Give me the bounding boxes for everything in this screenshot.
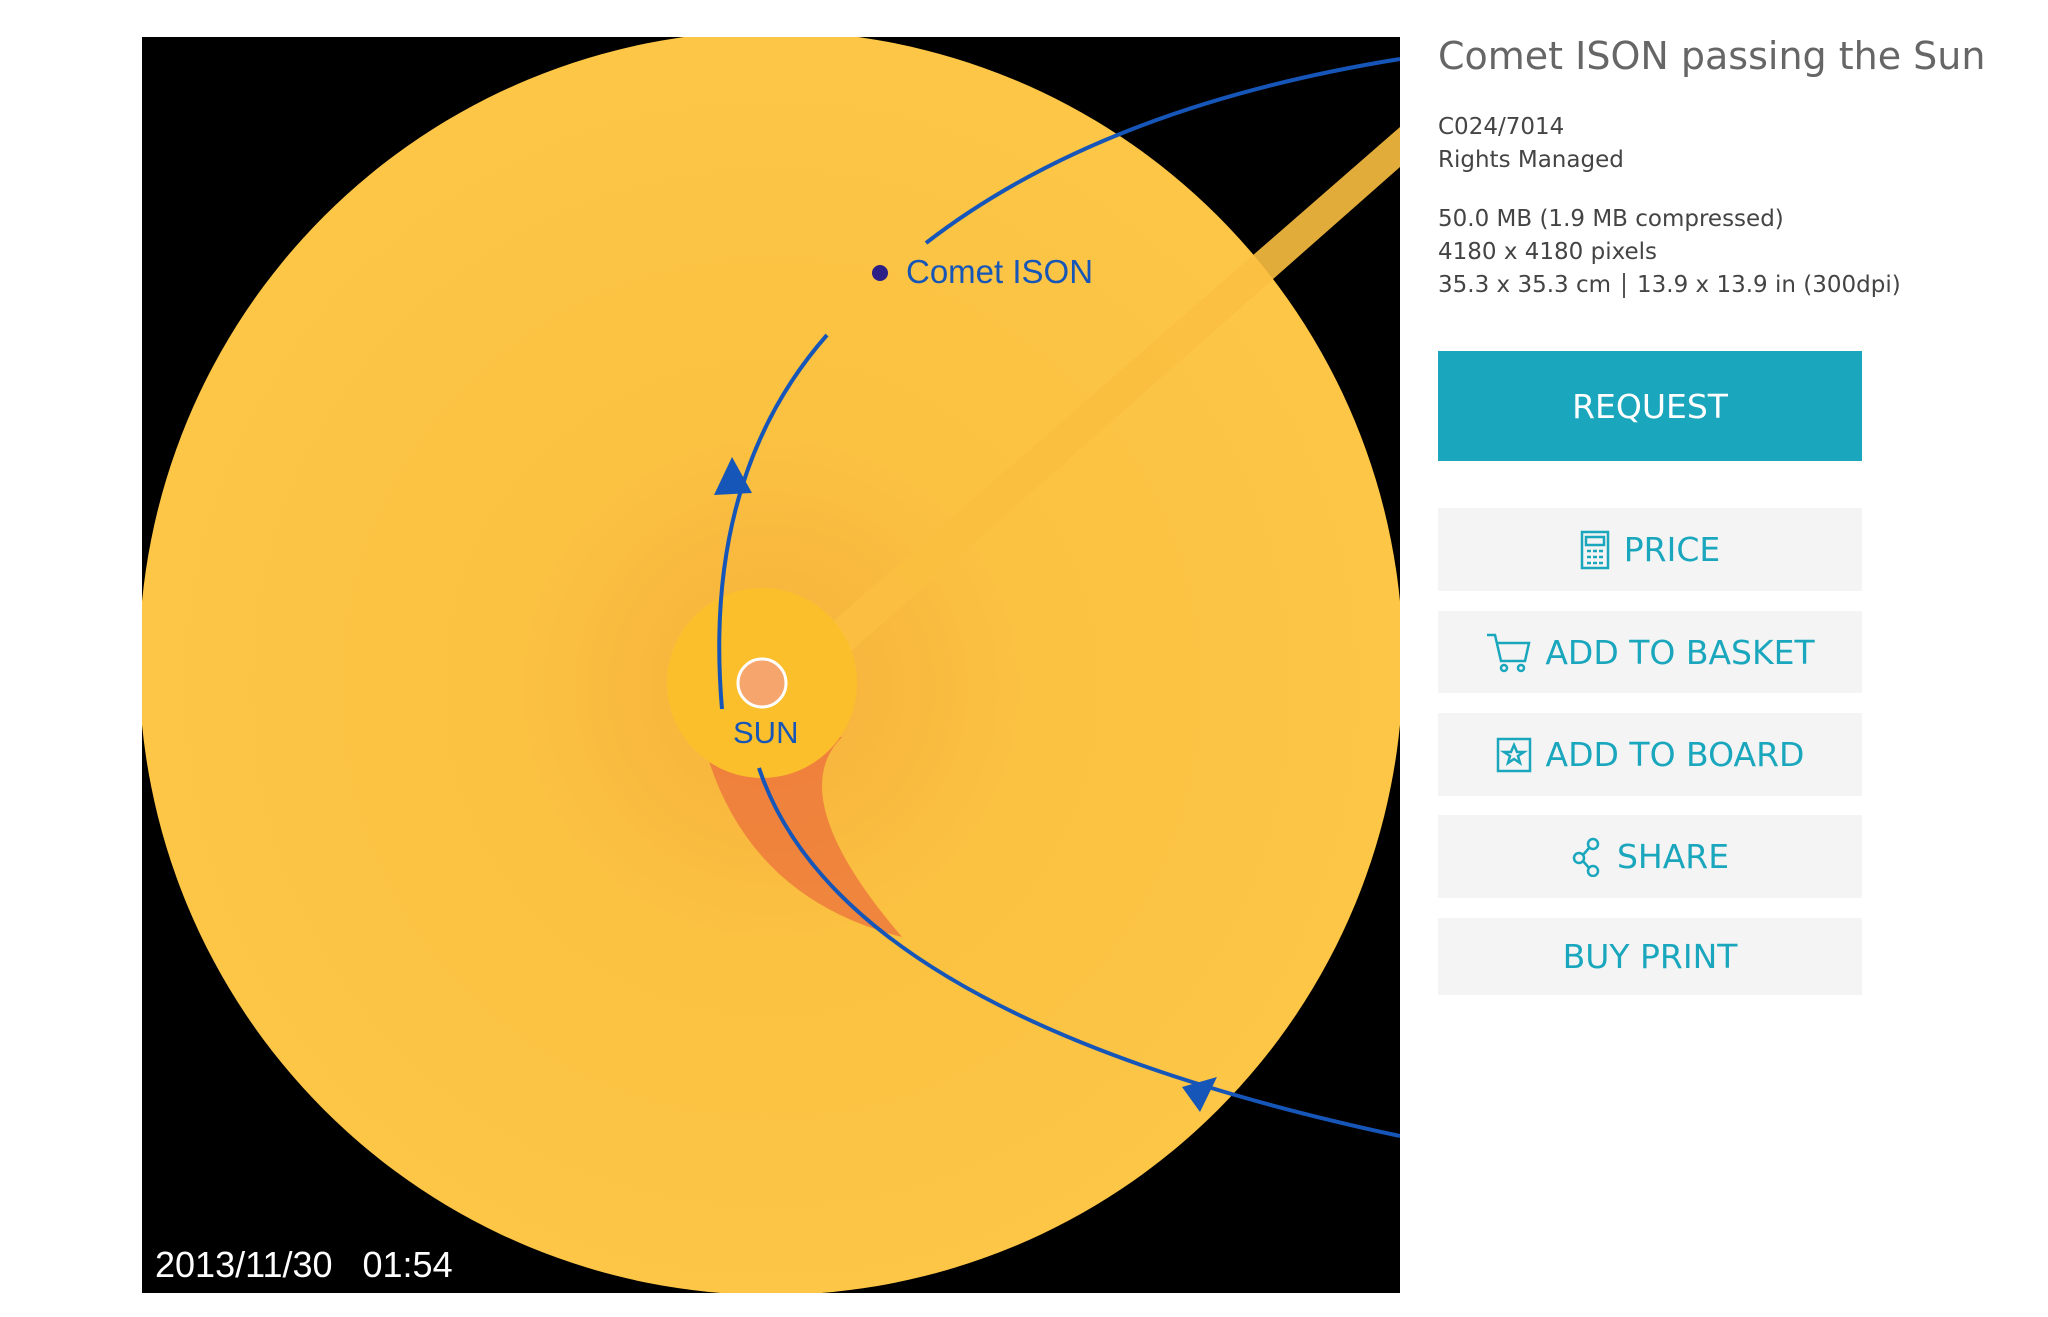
title: Comet ISON passing the Sun bbox=[1438, 34, 1986, 78]
price-button[interactable]: PRICE bbox=[1438, 508, 1862, 591]
button-label: BUY PRINT bbox=[1562, 937, 1738, 976]
calculator-icon bbox=[1580, 530, 1610, 569]
cart-icon bbox=[1487, 633, 1531, 673]
sun-label: SUN bbox=[733, 715, 798, 750]
file-size: 50.0 MB (1.9 MB compressed) bbox=[1438, 206, 1784, 232]
button-label: PRICE bbox=[1623, 530, 1721, 569]
basket-button[interactable]: ADD TO BASKET bbox=[1438, 611, 1862, 693]
request-button[interactable]: REQUEST bbox=[1438, 351, 1862, 461]
size-cm: 35.3 x 35.3 cm bbox=[1438, 272, 1612, 298]
license: Rights Managed bbox=[1438, 147, 1624, 173]
share-button[interactable]: SHARE bbox=[1438, 815, 1862, 898]
pixels: 4180 x 4180 pixels bbox=[1438, 239, 1658, 265]
button-label: ADD TO BOARD bbox=[1545, 735, 1805, 774]
button-label: REQUEST bbox=[1572, 386, 1728, 426]
board-icon bbox=[1496, 737, 1531, 772]
divider bbox=[1623, 273, 1626, 298]
reference: C024/7014 bbox=[1438, 114, 1565, 140]
dimensions: 35.3 x 35.3 cm 13.9 x 13.9 in (300dpi) bbox=[1438, 269, 1901, 302]
print-button[interactable]: BUY PRINT bbox=[1438, 918, 1862, 995]
comet-label: Comet ISON bbox=[906, 253, 1093, 290]
image: Comet ISON SUN 2013/11/30 01:54 bbox=[142, 37, 1400, 1293]
timestamp: 2013/11/30 01:54 bbox=[155, 1244, 453, 1285]
size-in: 13.9 x 13.9 in (300dpi) bbox=[1637, 272, 1901, 298]
board-button[interactable]: ADD TO BOARD bbox=[1438, 713, 1862, 796]
share-icon bbox=[1572, 837, 1600, 877]
button-label: SHARE bbox=[1616, 837, 1730, 876]
button-label: ADD TO BASKET bbox=[1545, 632, 1815, 672]
